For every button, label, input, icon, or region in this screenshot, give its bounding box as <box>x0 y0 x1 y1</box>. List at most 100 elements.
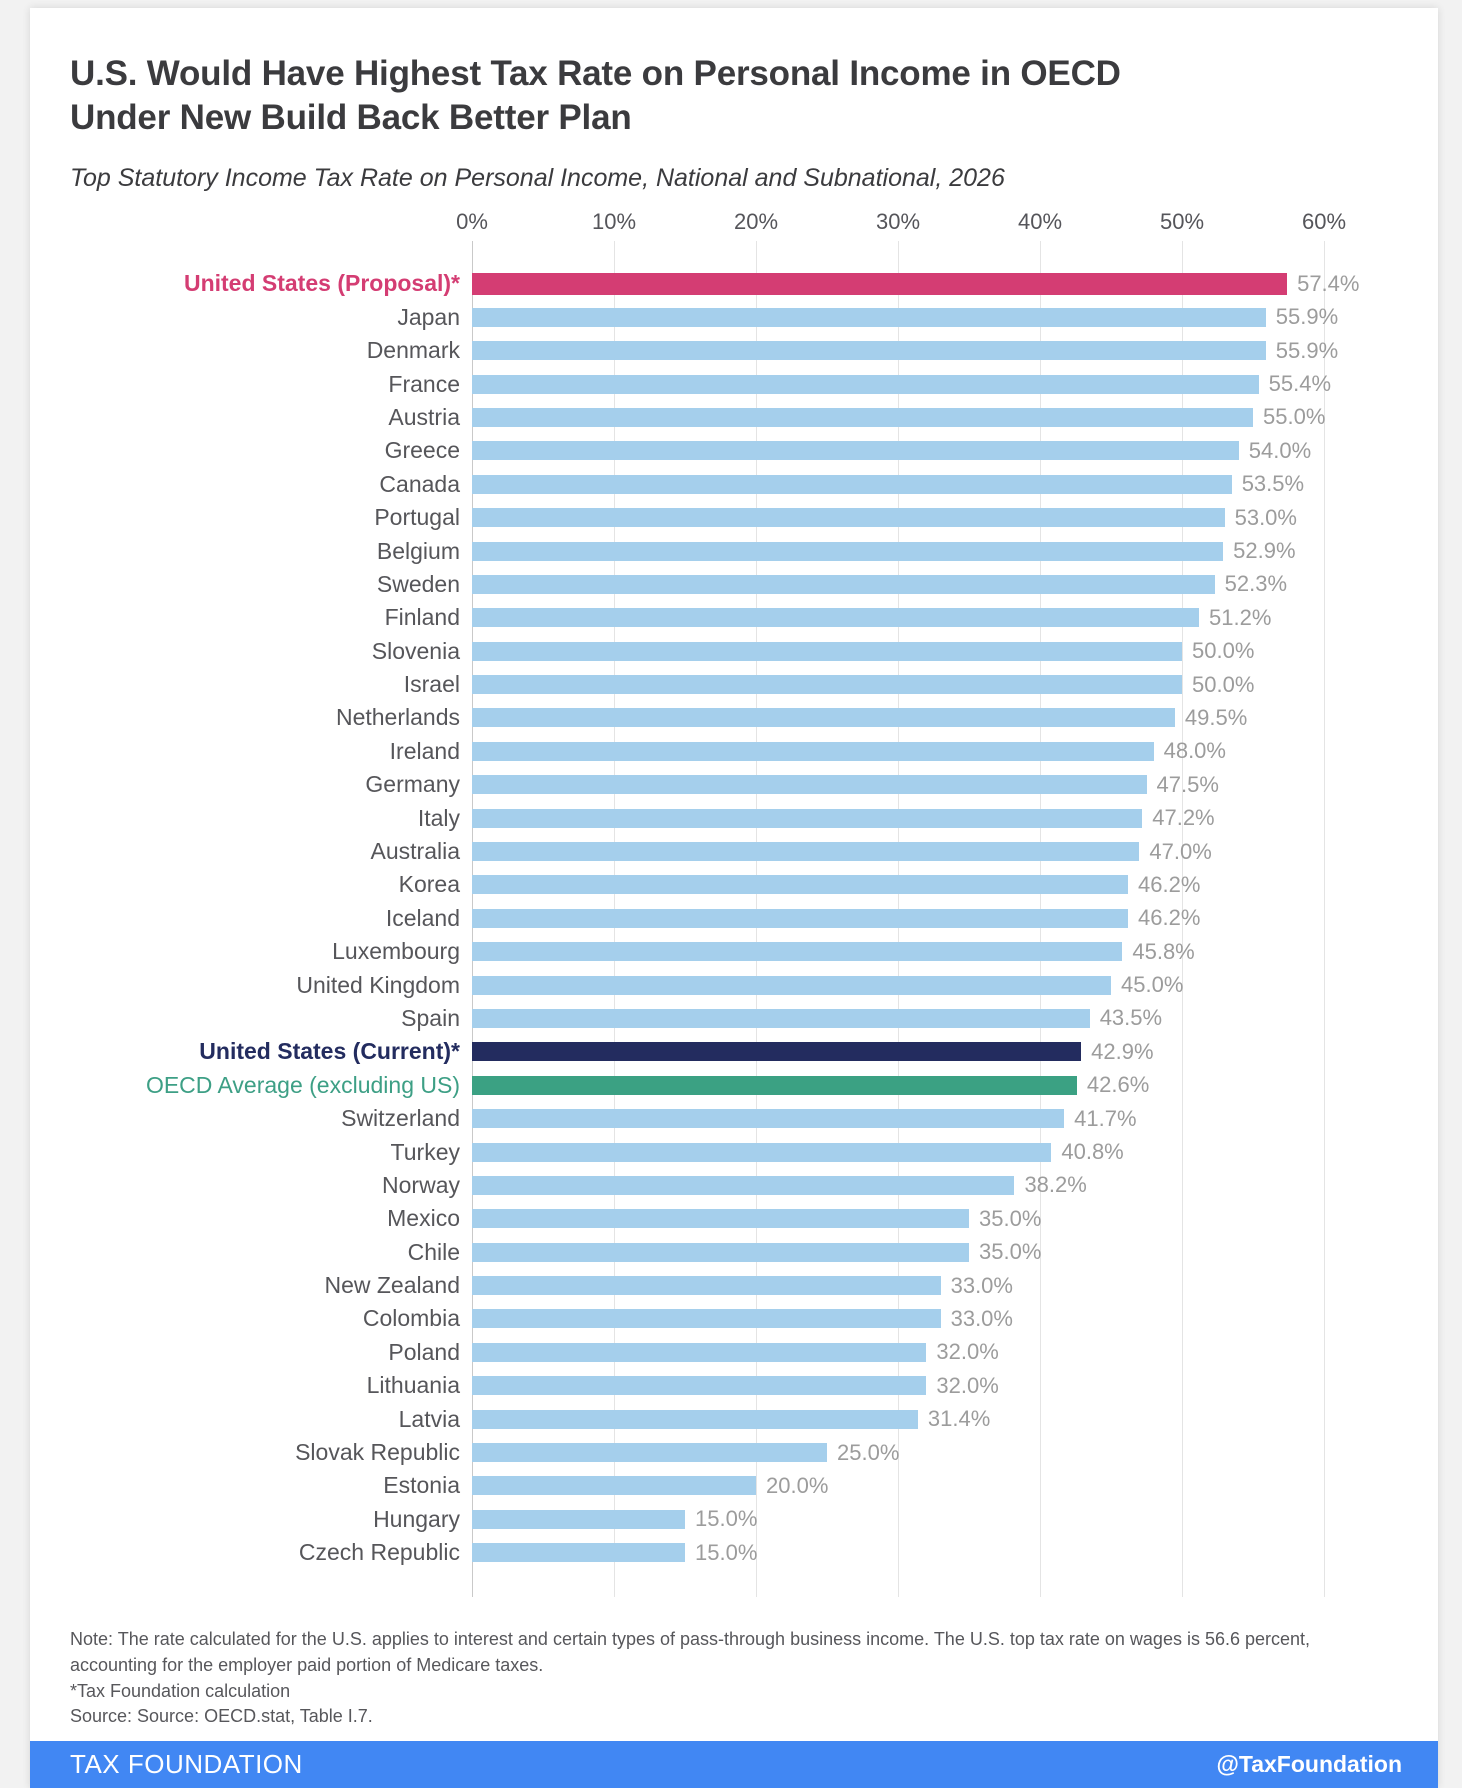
chart-row: OECD Average (excluding US) 42.6% <box>70 1069 1398 1102</box>
bar <box>472 1476 756 1496</box>
value-label: 45.0% <box>1121 972 1184 998</box>
x-axis-tick: 0% <box>456 209 488 235</box>
value-label: 42.9% <box>1091 1038 1154 1064</box>
chart-row: Estonia 20.0% <box>70 1469 1398 1502</box>
bar <box>472 975 1111 995</box>
chart-card: U.S. Would Have Highest Tax Rate on Pers… <box>30 8 1438 1788</box>
chart-row: Colombia 33.0% <box>70 1302 1398 1335</box>
x-axis-tick: 30% <box>875 209 921 235</box>
value-label: 15.0% <box>695 1539 758 1565</box>
chart-row: Hungary 15.0% <box>70 1503 1398 1536</box>
bar <box>472 1242 969 1262</box>
chart-row: Germany 47.5% <box>70 768 1398 801</box>
bar <box>472 374 1259 394</box>
bar-track: 33.0% <box>472 1306 1398 1331</box>
chart-row: United States (Current)* 42.9% <box>70 1035 1398 1068</box>
value-label: 35.0% <box>979 1239 1042 1265</box>
bar-track: 15.0% <box>472 1540 1398 1565</box>
value-label: 32.0% <box>936 1339 999 1365</box>
chart-row: Luxembourg 45.8% <box>70 935 1398 968</box>
note-text: Note: The rate calculated for the U.S. a… <box>70 1629 1311 1675</box>
value-label: 46.2% <box>1138 871 1201 897</box>
bar-track: 55.0% <box>472 404 1398 429</box>
chart-subtitle: Top Statutory Income Tax Rate on Persona… <box>70 164 1005 193</box>
bar <box>472 541 1224 561</box>
value-label: 15.0% <box>695 1506 758 1532</box>
country-label: Norway <box>382 1171 460 1198</box>
value-label: 48.0% <box>1163 738 1226 764</box>
x-axis-tick: 40% <box>1017 209 1063 235</box>
bar-track: 47.2% <box>472 805 1398 830</box>
chart-row: France 55.4% <box>70 367 1398 400</box>
value-label: 55.0% <box>1263 404 1326 430</box>
chart-row: Sweden 52.3% <box>70 568 1398 601</box>
chart-row: Finland 51.2% <box>70 601 1398 634</box>
country-label: Belgium <box>376 537 460 564</box>
chart-row: Norway 38.2% <box>70 1169 1398 1202</box>
country-label: Germany <box>365 771 460 798</box>
bar-track: 20.0% <box>472 1473 1398 1498</box>
value-label: 25.0% <box>837 1439 900 1465</box>
bar <box>472 1142 1052 1162</box>
asterisk-note: *Tax Foundation calculation <box>70 1680 291 1701</box>
bar-track: 52.3% <box>472 571 1398 596</box>
bar <box>472 574 1215 594</box>
value-label: 47.5% <box>1156 771 1219 797</box>
bar-track: 45.0% <box>472 972 1398 997</box>
country-label: Chile <box>407 1238 460 1265</box>
chart-row: Spain 43.5% <box>70 1002 1398 1035</box>
twitter-handle-link[interactable]: @TaxFoundation <box>1216 1751 1402 1777</box>
value-label: 41.7% <box>1074 1105 1137 1131</box>
bar-track: 35.0% <box>472 1206 1398 1231</box>
chart-row: Turkey 40.8% <box>70 1135 1398 1168</box>
country-label: Japan <box>397 303 460 330</box>
brand-logo-text: TAX FOUNDATION <box>70 1749 303 1779</box>
bar-rows: United States (Proposal)* 57.4% Japan 55.9%… <box>70 241 1398 1597</box>
gridline <box>1324 241 1325 1598</box>
country-label: United Kingdom <box>296 971 460 998</box>
bar-track: 48.0% <box>472 738 1398 763</box>
bar-track: 33.0% <box>472 1273 1398 1298</box>
chart-row: Greece 54.0% <box>70 434 1398 467</box>
chart-row: Czech Republic 15.0% <box>70 1536 1398 1569</box>
bar <box>472 1109 1065 1129</box>
chart-row: Austria 55.0% <box>70 401 1398 434</box>
bar-track: 52.9% <box>472 538 1398 563</box>
chart-row: Israel 50.0% <box>70 668 1398 701</box>
x-axis: 0% 10% 20% 30% 40% 50% 60% <box>70 209 1398 241</box>
value-label: 38.2% <box>1024 1172 1087 1198</box>
chart-row: United States (Proposal)* 57.4% <box>70 267 1398 300</box>
country-label: Sweden <box>376 570 460 597</box>
chart-row: Ireland 48.0% <box>70 735 1398 768</box>
bar <box>472 942 1123 962</box>
bar-track: 31.4% <box>472 1406 1398 1431</box>
chart-row: Slovak Republic 25.0% <box>70 1436 1398 1469</box>
bar <box>472 341 1266 361</box>
country-label: Austria <box>388 403 460 430</box>
value-label: 50.0% <box>1192 671 1255 697</box>
value-label: 54.0% <box>1248 437 1312 463</box>
country-label: Latvia <box>398 1405 460 1432</box>
bar <box>472 808 1143 828</box>
bar-track: 38.2% <box>472 1172 1398 1197</box>
bar <box>472 1376 927 1396</box>
bar-track: 43.5% <box>472 1005 1398 1030</box>
value-label: 45.8% <box>1132 938 1195 964</box>
chart-row: Denmark 55.9% <box>70 334 1398 367</box>
country-label: Iceland <box>385 904 460 931</box>
chart-row: Switzerland 41.7% <box>70 1102 1398 1135</box>
country-label: France <box>388 370 460 397</box>
bar <box>472 608 1200 628</box>
bar <box>472 307 1266 327</box>
bar-track: 47.5% <box>472 772 1398 797</box>
chart-row: New Zealand 33.0% <box>70 1269 1398 1302</box>
chart-row: Belgium 52.9% <box>70 534 1398 567</box>
country-label: Spain <box>401 1004 460 1031</box>
x-axis-tick: 60% <box>1301 209 1347 235</box>
value-label: 46.2% <box>1138 905 1201 931</box>
country-label: Hungary <box>373 1505 460 1532</box>
bar <box>472 407 1253 427</box>
country-label: Korea <box>398 871 460 898</box>
country-label: Turkey <box>390 1138 460 1165</box>
chart-plot-area: United States (Proposal)* 57.4% Japan 55.9%… <box>70 241 1398 1598</box>
